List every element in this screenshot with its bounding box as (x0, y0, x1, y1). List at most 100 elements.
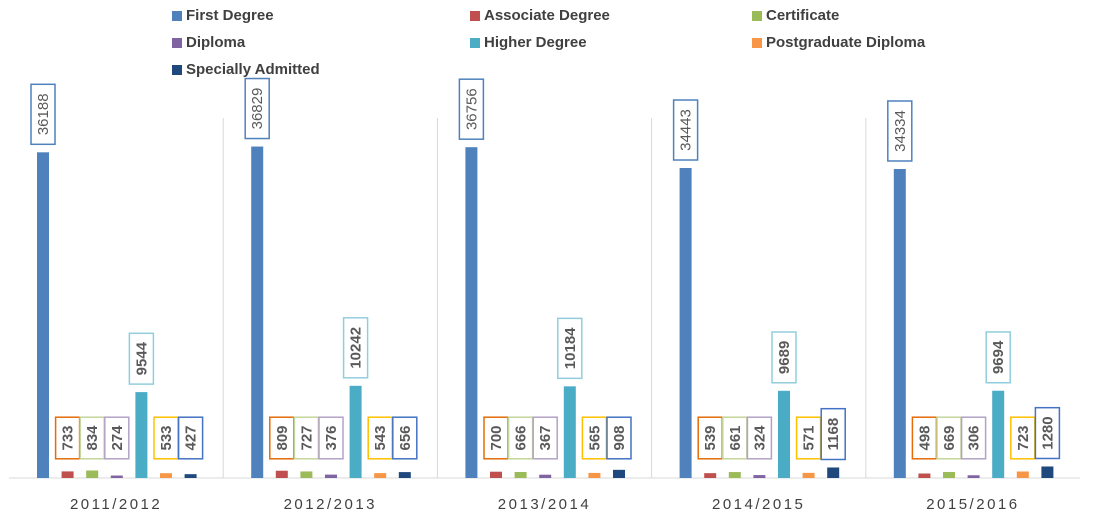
value-label: 669 (941, 425, 958, 450)
value-label: 9694 (990, 340, 1007, 374)
label-box (128, 332, 155, 385)
bar (778, 390, 790, 478)
value-label: 533 (158, 425, 175, 450)
bar (514, 472, 527, 478)
data-label: 34334 (887, 100, 913, 162)
bar (588, 472, 601, 478)
bar (539, 474, 552, 478)
bar (349, 385, 362, 478)
legend-swatch (470, 38, 480, 48)
legend-swatch (470, 11, 480, 21)
data-label: 661 (722, 416, 748, 460)
value-label: 723 (1015, 425, 1032, 450)
value-label: 34334 (892, 110, 909, 152)
value-label: 324 (751, 425, 768, 451)
label-box (887, 100, 913, 162)
legend-label: Specially Admitted (186, 61, 320, 78)
data-label: 34443 (672, 99, 699, 161)
value-label: 274 (109, 425, 126, 451)
value-label: 367 (537, 425, 554, 450)
bar (802, 472, 815, 478)
value-label: 498 (916, 425, 933, 450)
bar (86, 470, 99, 478)
label-box (672, 99, 699, 161)
legend-swatch (752, 38, 762, 48)
bar (943, 471, 955, 478)
value-label: 539 (702, 425, 719, 450)
value-label: 656 (397, 425, 414, 450)
data-label: 36756 (458, 78, 485, 140)
x-tick-label: 2015/2016 (926, 496, 1019, 513)
data-label: 669 (936, 416, 962, 460)
data-label: 36188 (30, 83, 56, 146)
value-label: 427 (183, 425, 200, 450)
bar (374, 473, 387, 478)
data-label: 723 (1010, 416, 1036, 460)
value-label: 543 (372, 425, 389, 450)
data-label: 571 (795, 416, 822, 460)
data-label: 1280 (1034, 406, 1061, 460)
value-label: 10184 (562, 327, 579, 369)
data-label: 376 (318, 416, 344, 460)
data-label: 700 (483, 416, 509, 460)
legend-label: Associate Degree (484, 7, 610, 24)
label-box (177, 416, 204, 460)
data-label: 733 (54, 416, 81, 460)
bar (753, 475, 766, 478)
value-label: 10242 (348, 327, 365, 369)
legend-swatch (172, 38, 182, 48)
label-box (392, 416, 418, 460)
value-label: 34443 (678, 109, 695, 151)
value-label: 9689 (776, 341, 793, 374)
value-label: 36829 (249, 88, 266, 130)
bar (465, 147, 478, 479)
legend-swatch (172, 11, 182, 21)
value-label: 565 (586, 425, 603, 450)
bar (704, 473, 717, 478)
legend-label: Postgraduate Diploma (766, 34, 926, 51)
bar (827, 467, 840, 478)
label-box (318, 416, 344, 460)
value-label: 376 (323, 425, 340, 450)
value-label: 306 (966, 425, 983, 450)
bar (490, 471, 502, 478)
bar (160, 473, 172, 478)
label-box (532, 416, 558, 460)
legend-label: First Degree (186, 7, 274, 24)
data-label: 498 (911, 416, 938, 460)
bar (275, 470, 288, 478)
data-label: 809 (269, 416, 295, 460)
bar (679, 168, 692, 478)
data-label: 565 (581, 416, 608, 460)
label-box (771, 331, 797, 384)
label-box (1034, 406, 1061, 460)
value-label: 36188 (35, 93, 52, 135)
label-box (985, 331, 1011, 384)
bar (1041, 466, 1054, 478)
bar (251, 146, 264, 478)
data-label: 10184 (557, 317, 583, 380)
label-box (244, 77, 270, 140)
value-label: 727 (298, 425, 315, 450)
bar (728, 472, 741, 478)
data-label: 834 (79, 416, 105, 460)
data-label: 543 (367, 416, 393, 460)
label-box (746, 416, 773, 460)
data-label: 36829 (244, 77, 270, 140)
value-label: 661 (727, 425, 744, 450)
legend-swatch (752, 11, 762, 21)
bar (563, 386, 576, 478)
x-tick-label: 2011/2012 (70, 496, 162, 513)
x-tick-label: 2013/2014 (498, 496, 591, 513)
bar (61, 471, 74, 478)
value-label: 1168 (825, 418, 842, 451)
x-tick-label: 2012/2013 (284, 496, 377, 513)
data-label: 427 (177, 416, 204, 460)
data-label: 666 (507, 416, 534, 460)
value-label: 1280 (1039, 416, 1056, 449)
value-label: 834 (84, 425, 101, 451)
data-label: 10242 (342, 317, 369, 379)
label-box (104, 416, 130, 460)
label-box (342, 317, 369, 379)
